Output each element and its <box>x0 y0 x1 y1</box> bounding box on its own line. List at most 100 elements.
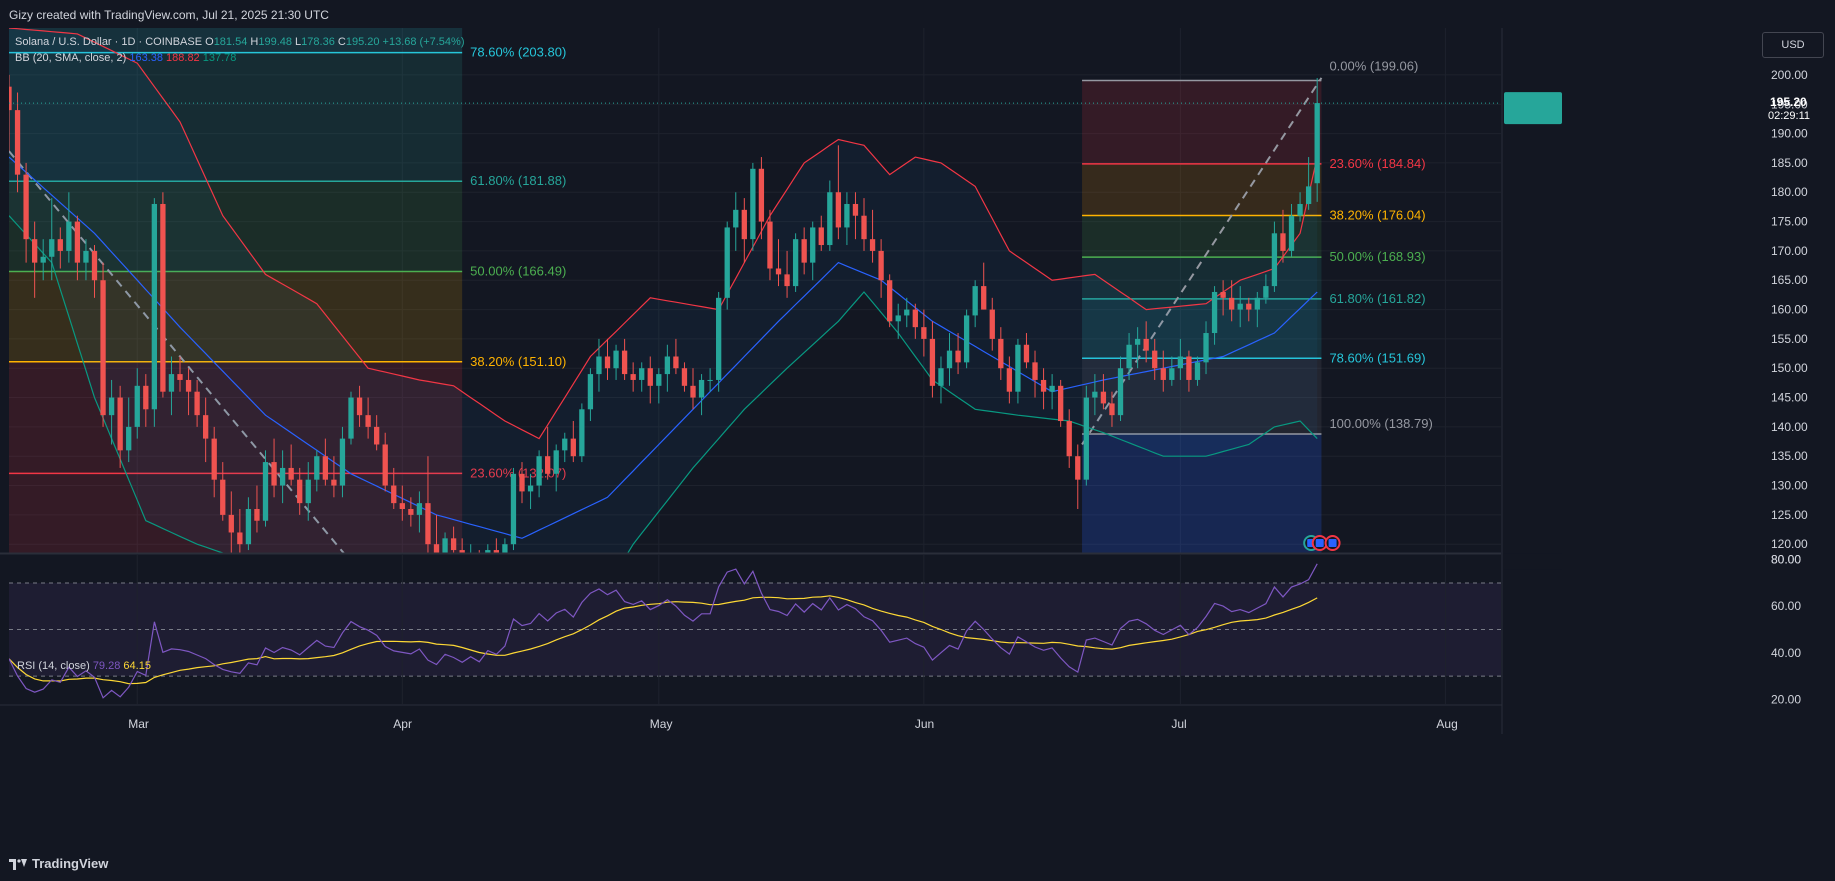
candle-body <box>707 379 713 381</box>
rsi-axis-label: 60.00 <box>1771 599 1801 613</box>
candle-body <box>1126 344 1132 369</box>
candle-body <box>1229 297 1235 310</box>
rsi-axis-label: 40.00 <box>1771 646 1801 660</box>
legend-rsi-line: RSI (14, close) 79.28 64.15 <box>17 660 151 672</box>
price-axis-label: 140.00 <box>1771 420 1808 434</box>
legend-ohlc-part: O <box>205 36 214 48</box>
candle-body <box>168 374 175 392</box>
candle-body <box>562 438 568 451</box>
candle-body <box>66 221 72 251</box>
currency-button[interactable]: USD <box>1762 32 1824 58</box>
candle-body <box>117 397 123 451</box>
candle-body <box>724 227 730 298</box>
candle-body <box>792 239 799 287</box>
candle-body <box>220 479 226 515</box>
candle-body <box>1297 203 1303 216</box>
price-axis-label: 155.00 <box>1771 332 1808 346</box>
candle-body <box>442 538 448 553</box>
candle-body <box>314 456 320 480</box>
candle-body <box>912 309 918 328</box>
candle-body <box>40 256 46 263</box>
candle-body <box>587 374 594 410</box>
candle-body <box>604 356 611 369</box>
candle-body <box>827 192 833 246</box>
legend-bb-line: BB (20, SMA, close, 2) 163.38 188.82 137… <box>15 52 236 64</box>
fib-left-level-label: 78.60% (203.80) <box>470 45 566 60</box>
legend-bb-part: 137.78 <box>203 52 237 64</box>
candle-body <box>91 250 98 281</box>
time-axis-label: Jul <box>1171 717 1186 731</box>
candle-body <box>955 350 961 363</box>
candle-body <box>981 286 987 310</box>
candle-body <box>1280 233 1286 251</box>
candle-body <box>450 538 457 551</box>
candle-body <box>510 473 517 545</box>
price-axis-label: 135.00 <box>1771 449 1808 463</box>
fib-left-zone <box>9 271 463 362</box>
candle-body <box>929 338 936 386</box>
price-axis-label: 180.00 <box>1771 185 1808 199</box>
event-flag-icon <box>1328 539 1337 547</box>
candle-body <box>1075 456 1081 480</box>
bottom-bar <box>0 853 1835 881</box>
candle-body <box>1186 356 1192 380</box>
candle-body <box>527 485 534 492</box>
legend-ohlc-part: L <box>295 36 301 48</box>
fib-right-level-label: 38.20% (176.04) <box>1329 207 1425 222</box>
candle-body <box>485 550 491 553</box>
price-badge-value: 195.20 <box>1770 95 1807 109</box>
brand-label: TradingView <box>32 856 109 871</box>
candle-body <box>83 250 89 263</box>
candle-body <box>1160 368 1166 380</box>
rsi-axis-label: 80.00 <box>1771 553 1801 567</box>
candle-body <box>1314 103 1320 184</box>
candle-body <box>775 268 782 275</box>
candle-body <box>989 309 995 339</box>
top-bar: Gizy created with TradingView.com, Jul 2… <box>0 0 1835 28</box>
candle-body <box>100 280 106 416</box>
candle-body <box>733 209 739 228</box>
candle-body <box>801 239 807 263</box>
price-axis-label: 160.00 <box>1771 303 1808 317</box>
candle-body <box>998 338 1004 369</box>
bb-upper-line <box>9 28 1318 440</box>
candle-body <box>972 286 978 316</box>
candle-body <box>1194 362 1201 380</box>
time-axis-label: Apr <box>393 717 412 731</box>
candle-body <box>9 86 12 111</box>
fib-right-zone <box>1082 298 1322 359</box>
candle-body <box>878 250 884 281</box>
fib-right-level-label: 100.00% (138.79) <box>1329 416 1432 431</box>
fib-left-level-label: 23.60% (132.07) <box>470 465 566 480</box>
time-axis-label: May <box>650 717 673 731</box>
tradingview-logo[interactable]: TradingView <box>9 856 108 871</box>
candle-body <box>382 444 388 486</box>
candle-body <box>716 297 722 380</box>
candle-body <box>750 168 756 240</box>
candle-body <box>391 485 397 504</box>
candle-body <box>1134 338 1141 345</box>
candle-body <box>519 473 525 492</box>
candle-body <box>185 379 192 392</box>
candle-body <box>23 174 29 240</box>
legend-bb-part: BB (20, SMA, close, 2) <box>15 52 129 64</box>
candle-body <box>963 315 970 363</box>
price-axis-label: 175.00 <box>1771 215 1808 229</box>
candle-body <box>356 397 363 416</box>
candle-body <box>288 467 294 480</box>
fib-left-zone <box>9 28 463 53</box>
candle-body <box>31 239 38 263</box>
candle-body <box>502 544 508 553</box>
candle-body <box>698 379 705 398</box>
candle-body <box>322 456 329 480</box>
candle-body <box>861 215 867 240</box>
candle-body <box>570 438 576 457</box>
fib-right-zone <box>1082 80 1322 164</box>
candle-body <box>1032 362 1038 380</box>
candle-body <box>245 509 252 545</box>
rsi-line <box>9 563 1318 699</box>
candle-body <box>271 462 277 486</box>
price-axis-label: 145.00 <box>1771 391 1808 405</box>
price-pane: 78.60% (203.80) 61.80% (181.88) 50.00% (16… <box>9 28 1501 553</box>
